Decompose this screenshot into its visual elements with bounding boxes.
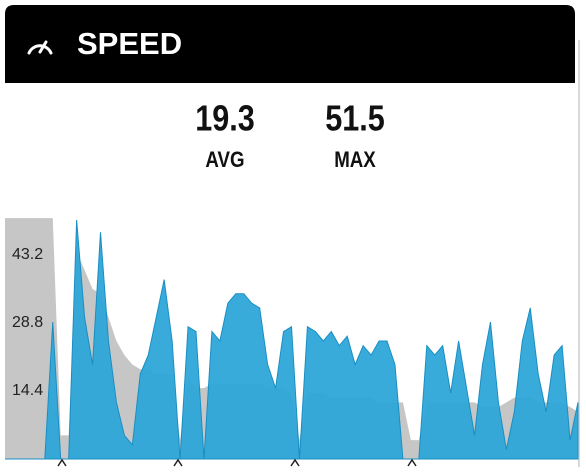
lap-markers xyxy=(57,458,417,467)
y-tick-label: 43.2 xyxy=(12,246,43,263)
stats: 19.3 AVG 51.5 MAX xyxy=(195,99,385,172)
header-bar xyxy=(5,5,575,83)
speed-area xyxy=(5,220,579,460)
lap-marker xyxy=(290,458,300,467)
gauge-arc xyxy=(27,44,53,55)
stat-label: AVG xyxy=(205,148,244,172)
lap-marker xyxy=(407,458,417,467)
plot: 14.4 28.8 43.2 xyxy=(5,218,579,460)
stat-label: MAX xyxy=(334,148,376,172)
header-title: SPEED xyxy=(77,26,182,61)
lap-marker xyxy=(173,458,183,467)
stat-value: 51.5 xyxy=(325,99,385,139)
y-tick-label: 14.4 xyxy=(12,382,43,399)
lap-marker xyxy=(57,458,67,467)
gauge-icon xyxy=(27,40,53,55)
gauge-needle xyxy=(38,40,48,54)
stat-value: 19.3 xyxy=(195,99,255,139)
y-tick-label: 28.8 xyxy=(12,314,43,331)
